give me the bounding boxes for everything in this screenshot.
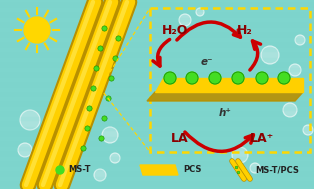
Text: PCS: PCS	[183, 166, 201, 174]
Circle shape	[45, 160, 55, 170]
Circle shape	[250, 163, 260, 173]
Circle shape	[20, 110, 40, 130]
Text: e⁻: e⁻	[201, 57, 213, 67]
Text: H₂O: H₂O	[162, 23, 188, 36]
Circle shape	[196, 8, 204, 16]
Text: MS-T/PCS: MS-T/PCS	[255, 166, 299, 174]
Bar	[150, 8, 310, 152]
Circle shape	[209, 72, 221, 84]
Circle shape	[261, 46, 279, 64]
Circle shape	[295, 35, 305, 45]
Circle shape	[56, 166, 64, 174]
Circle shape	[18, 143, 32, 157]
Circle shape	[110, 153, 120, 163]
Circle shape	[289, 64, 301, 76]
Text: MS-T: MS-T	[68, 166, 90, 174]
Polygon shape	[147, 92, 303, 101]
Circle shape	[179, 14, 191, 26]
Circle shape	[278, 72, 290, 84]
Circle shape	[232, 147, 248, 163]
Text: H₂: H₂	[237, 23, 253, 36]
Circle shape	[256, 72, 268, 84]
Circle shape	[24, 17, 50, 43]
Text: LA: LA	[171, 132, 189, 145]
Circle shape	[303, 125, 313, 135]
Circle shape	[186, 72, 198, 84]
Text: h⁺: h⁺	[219, 108, 231, 118]
Circle shape	[102, 127, 118, 143]
Circle shape	[164, 72, 176, 84]
Circle shape	[232, 72, 244, 84]
Polygon shape	[155, 78, 303, 92]
Text: LA⁺: LA⁺	[250, 132, 274, 145]
Polygon shape	[140, 165, 178, 175]
Circle shape	[94, 169, 106, 181]
Circle shape	[283, 103, 297, 117]
